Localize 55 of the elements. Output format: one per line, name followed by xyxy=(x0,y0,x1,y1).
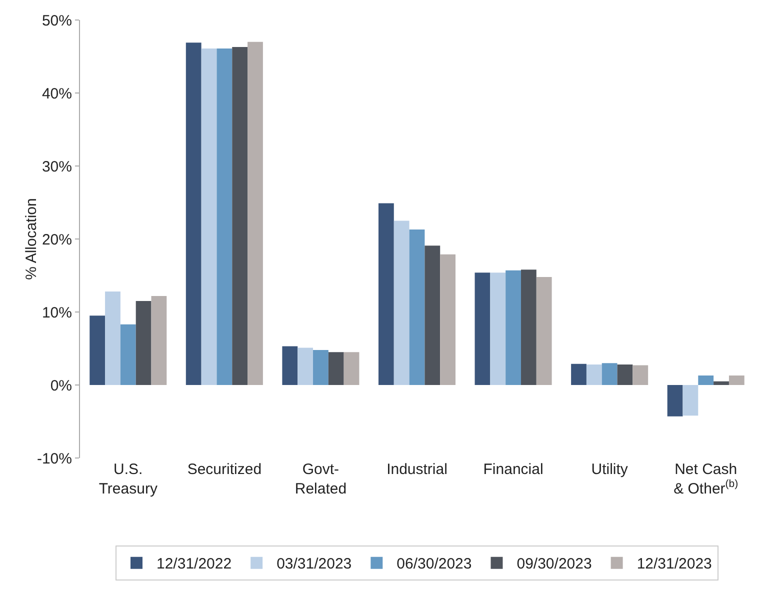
x-tick-label: Govt- Related xyxy=(294,461,347,498)
bar xyxy=(216,48,232,385)
bar xyxy=(409,230,425,385)
x-tick-label: Industrial xyxy=(386,461,448,478)
bar xyxy=(344,352,360,385)
bar xyxy=(571,364,586,385)
bar xyxy=(136,301,152,385)
y-tick-label: 20% xyxy=(42,231,72,248)
bar xyxy=(536,276,552,385)
bar xyxy=(201,48,217,385)
bar xyxy=(490,272,506,385)
bar xyxy=(520,270,536,385)
bar xyxy=(313,350,328,385)
bar xyxy=(682,385,698,416)
y-tick-label: 0% xyxy=(50,377,72,394)
bar xyxy=(440,254,456,385)
bar xyxy=(667,385,683,416)
bar xyxy=(506,270,521,385)
bar xyxy=(120,324,136,385)
bar xyxy=(698,376,714,385)
bar xyxy=(602,363,618,385)
bar xyxy=(232,47,248,385)
x-tick-label: Financial xyxy=(483,461,544,478)
bar xyxy=(474,272,490,385)
x-tick-label: Securitized xyxy=(187,461,262,478)
y-axis-title: % Allocation xyxy=(22,198,40,280)
bar xyxy=(298,348,314,385)
legend-label: 12/31/2023 xyxy=(636,556,712,573)
legend-label: 06/30/2023 xyxy=(396,556,472,573)
bar xyxy=(714,381,729,385)
x-tick-label: Utility xyxy=(591,461,628,478)
bar xyxy=(328,352,344,385)
bar xyxy=(728,376,744,385)
bar xyxy=(394,220,410,385)
bar xyxy=(617,364,633,385)
y-tick-label: 50% xyxy=(42,12,72,30)
bar xyxy=(586,364,602,385)
y-tick-label: 40% xyxy=(42,85,72,102)
x-tick-label: U.S. Treasury xyxy=(98,461,158,498)
bar xyxy=(632,365,648,385)
y-tick-label: -10% xyxy=(36,450,72,468)
legend-label: 03/31/2023 xyxy=(276,556,352,573)
bar xyxy=(105,292,120,385)
bar xyxy=(151,296,167,385)
y-tick-label: 30% xyxy=(42,158,72,176)
legend-label: 12/31/2022 xyxy=(156,556,232,573)
bar xyxy=(186,42,202,385)
y-tick-label: 10% xyxy=(42,304,72,322)
bar xyxy=(282,346,298,385)
bar xyxy=(90,316,106,385)
bar xyxy=(378,203,394,385)
bar xyxy=(424,246,440,385)
x-tick-label: Net Cash & Other$^{(b)}$ xyxy=(674,461,738,498)
bar xyxy=(248,42,263,385)
legend-label: 09/30/2023 xyxy=(516,556,592,573)
